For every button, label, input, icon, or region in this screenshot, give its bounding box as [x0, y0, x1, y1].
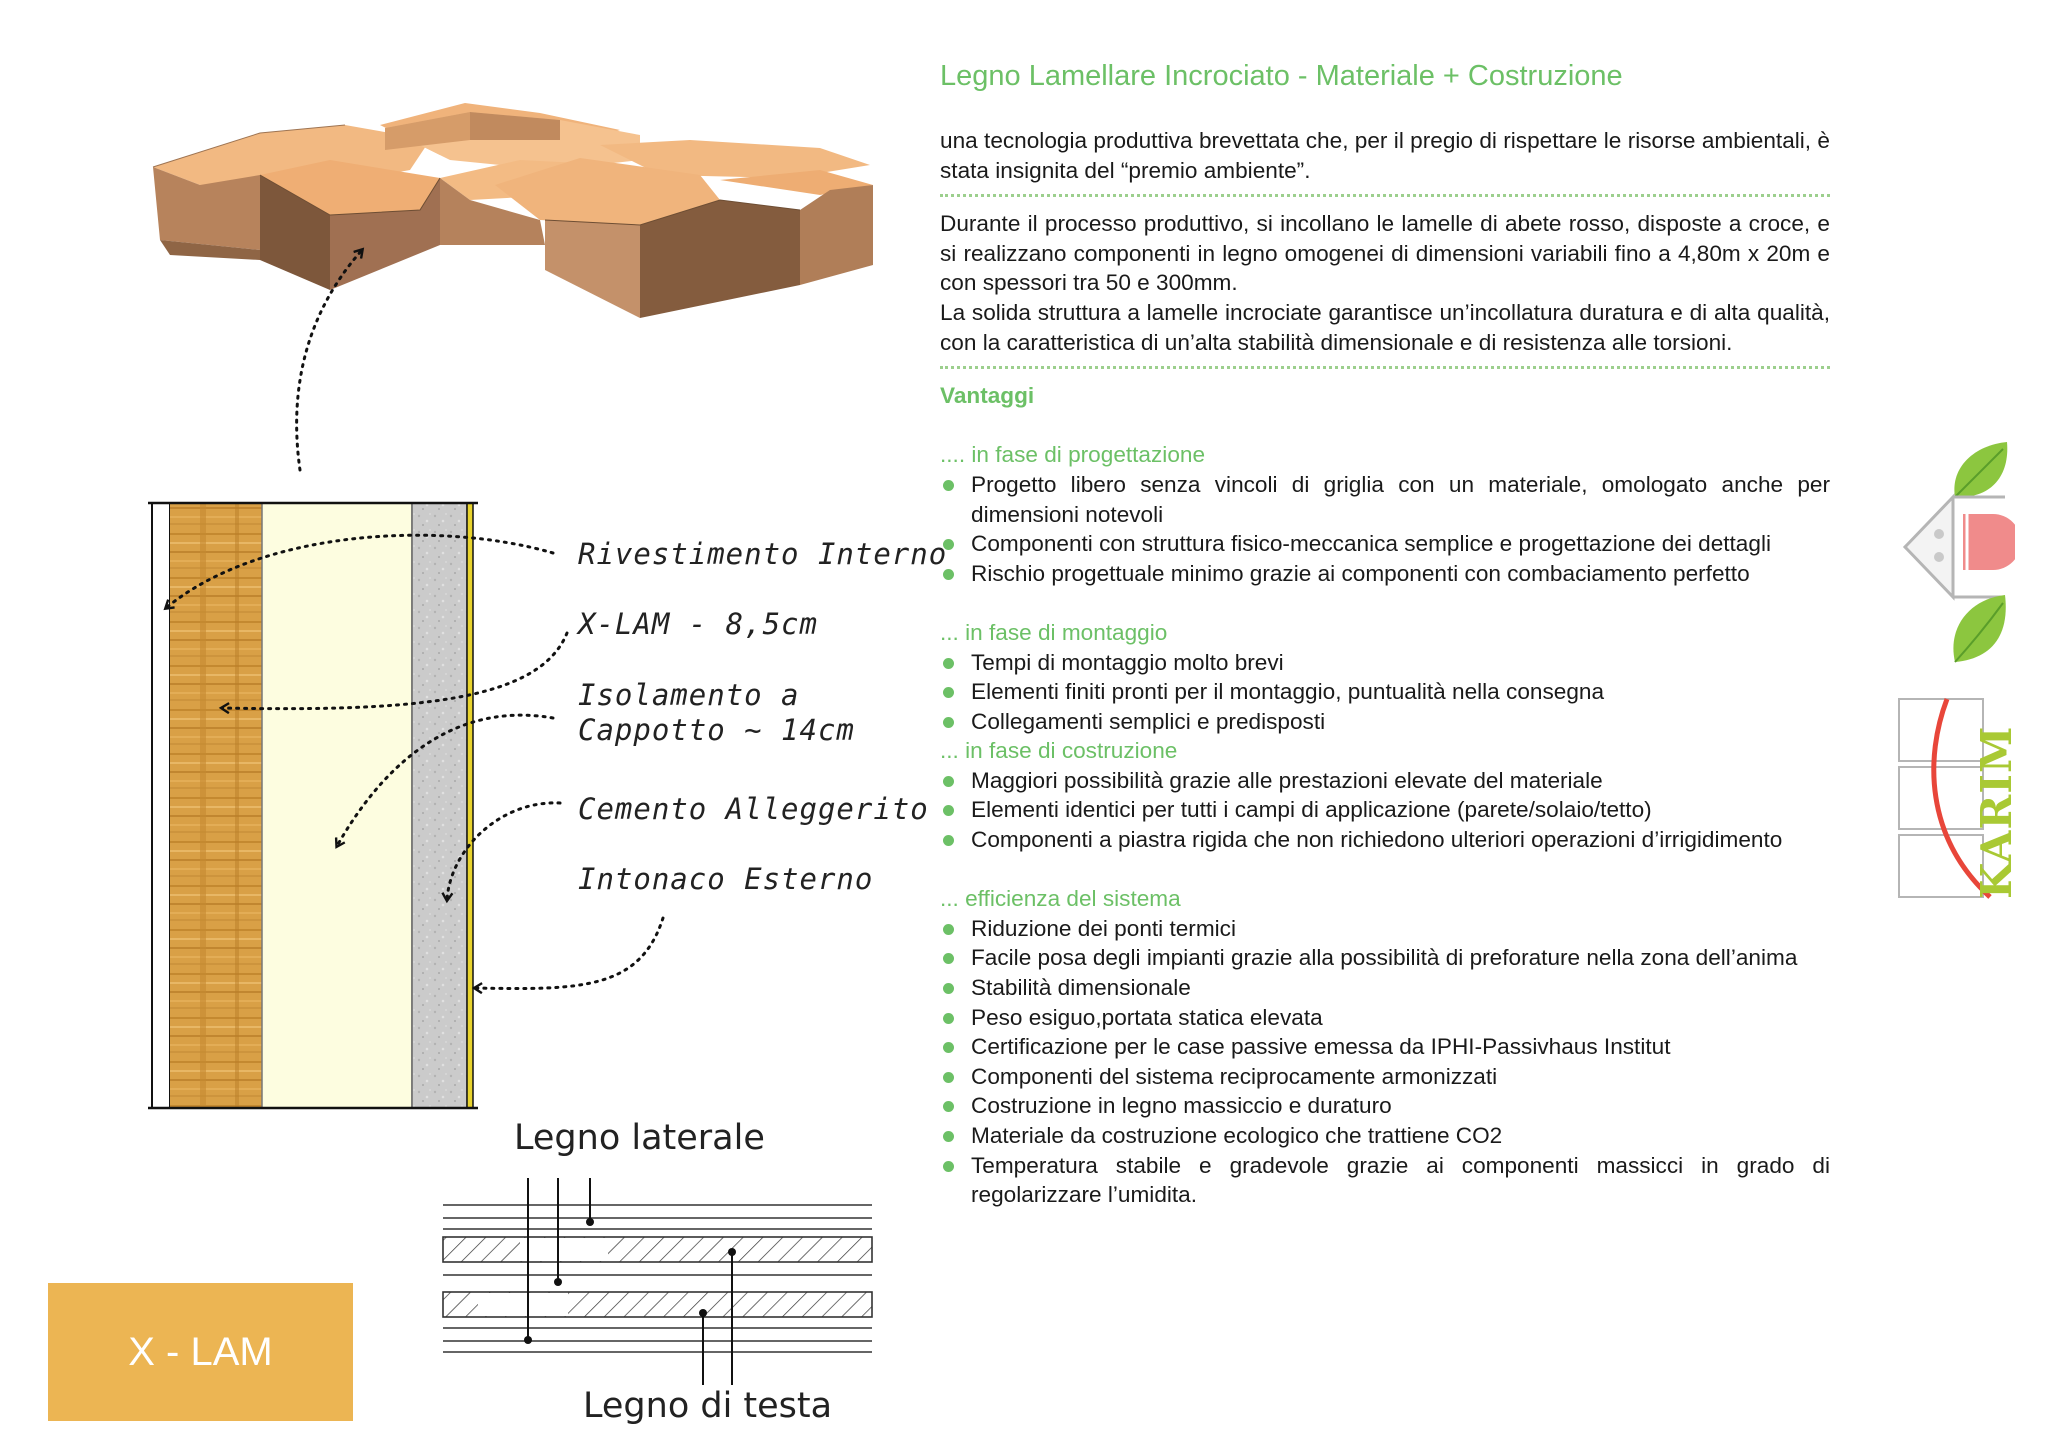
- xlam-tag-label: X - LAM: [128, 1329, 273, 1374]
- page-title: Legno Lamellare Incrociato - Materiale +…: [940, 60, 1623, 92]
- list-item: Componenti del sistema reciprocamente ar…: [940, 1062, 1830, 1092]
- list-item: Collegamenti semplici e predisposti: [940, 707, 1830, 737]
- karim-logo: KARIM: [1898, 442, 2015, 899]
- list-item: Stabilità dimensionale: [940, 973, 1830, 1003]
- list-item: Elementi finiti pronti per il montaggio,…: [940, 677, 1830, 707]
- list-item: Componenti con struttura fisico-meccanic…: [940, 529, 1830, 559]
- house-leaf-icon: [1902, 442, 2015, 663]
- list-item: Costruzione in legno massiccio e duratur…: [940, 1091, 1830, 1121]
- label-legno-laterale: Legno laterale: [514, 1118, 765, 1158]
- section-heading-progettazione: .... in fase di progettazione: [940, 442, 1206, 468]
- building-model-3d: [152, 103, 873, 318]
- illustration-canvas: [148, 103, 873, 1385]
- advantages-heading: Vantaggi: [940, 383, 1035, 409]
- list-item: Tempi di montaggio molto brevi: [940, 648, 1830, 678]
- list-item: Peso esiguo,portata statica elevata: [940, 1003, 1830, 1033]
- label-rivestimento-interno: Rivestimento Interno: [578, 537, 948, 571]
- callout-arrow-building: [295, 250, 362, 472]
- list-item: Maggiori possibilità grazie alle prestaz…: [940, 766, 1830, 796]
- list-item: Componenti a piastra rigida che non rich…: [940, 825, 1830, 855]
- xlam-layer: [170, 503, 262, 1108]
- karim-mark: KARIM: [1898, 698, 2015, 899]
- list-item: Facile posa degli impianti grazie alla p…: [940, 943, 1830, 973]
- list-montaggio: Tempi di montaggio molto brevi Elementi …: [940, 648, 1830, 737]
- text-column: Legno Lamellare Incrociato - Materiale +…: [940, 56, 1830, 1210]
- section-heading-costruzione: ... in fase di costruzione: [940, 738, 1178, 764]
- list-costruzione: Maggiori possibilità grazie alle prestaz…: [940, 766, 1830, 855]
- label-arrows: [166, 533, 665, 988]
- label-xlam-thickness: X-LAM - 8,5cm: [578, 607, 818, 641]
- process-paragraph-2: La solida struttura a lamelle incrociate…: [940, 299, 1830, 355]
- list-item: Temperatura stabile e gradevole grazie a…: [940, 1151, 1830, 1210]
- list-item: Materiale da costruzione ecologico che t…: [940, 1121, 1830, 1151]
- dotted-divider: [940, 194, 1830, 198]
- list-item: Riduzione dei ponti termici: [940, 914, 1830, 944]
- section-heading-montaggio: ... in fase di montaggio: [940, 619, 1168, 645]
- label-intonaco-esterno: Intonaco Esterno: [578, 862, 874, 896]
- lamination-detail: [442, 1178, 873, 1385]
- karim-wordmark: KARIM: [1972, 726, 2015, 899]
- list-item: Certificazione per le case passive emess…: [940, 1032, 1830, 1062]
- section-heading-efficienza: ... efficienza del sistema: [940, 886, 1181, 912]
- list-efficienza: Riduzione dei ponti termici Facile posa …: [940, 914, 1830, 1210]
- insulation-layer: [261, 502, 413, 1109]
- xlam-tag: X - LAM: [48, 1283, 353, 1421]
- render-layer: [466, 502, 474, 1109]
- process-paragraph-1: Durante il processo produttivo, si incol…: [940, 211, 1830, 296]
- list-progettazione: Progetto libero senza vincoli di griglia…: [940, 470, 1830, 588]
- list-item: Progetto libero senza vincoli di griglia…: [940, 470, 1830, 529]
- list-item: Rischio progettuale minimo grazie ai com…: [940, 559, 1830, 589]
- label-cemento-alleggerito: Cemento Alleggerito: [578, 792, 929, 826]
- label-isolamento-line2: Cappotto ~ 14cm: [578, 713, 855, 747]
- list-item: Elementi identici per tutti i campi di a…: [940, 795, 1830, 825]
- dotted-divider: [940, 366, 1830, 370]
- label-legno-di-testa: Legno di testa: [583, 1386, 833, 1426]
- wall-section: [148, 501, 478, 1110]
- intro-paragraph: una tecnologia produttiva brevettata che…: [940, 128, 1830, 183]
- concrete-layer: [411, 502, 468, 1109]
- label-isolamento-line1: Isolamento a: [578, 678, 800, 712]
